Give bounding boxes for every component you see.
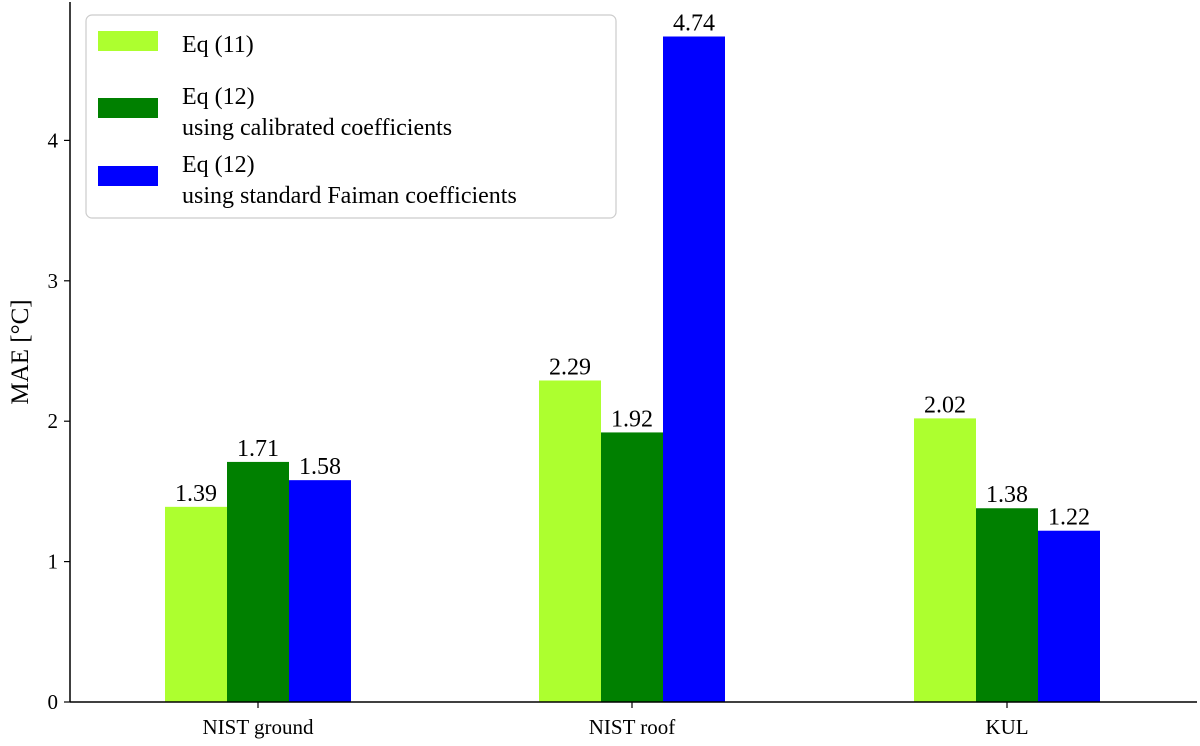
bar-series2-nist-ground xyxy=(227,461,289,702)
x-tick-label: NIST ground xyxy=(202,715,314,739)
bar-series1-nist-roof xyxy=(539,380,601,702)
y-tick-label: 4 xyxy=(48,128,59,152)
data-label: 1.22 xyxy=(1048,505,1090,531)
data-label: 4.74 xyxy=(673,11,715,37)
legend-swatch xyxy=(98,98,158,118)
y-tick-label: 2 xyxy=(48,409,59,433)
bar-series3-nist-ground xyxy=(289,480,351,702)
x-axis: NIST ground NIST roof KUL xyxy=(70,701,1197,739)
bar-series3-kul xyxy=(1038,530,1100,702)
data-label: 1.39 xyxy=(175,481,217,507)
legend-label: Eq (11) xyxy=(182,32,254,58)
data-label: 1.71 xyxy=(237,436,279,462)
x-tick-label: NIST roof xyxy=(589,715,676,739)
bar-series3-nist-roof xyxy=(663,36,725,702)
x-tick-label: KUL xyxy=(985,715,1028,739)
bar-series1-nist-ground xyxy=(165,506,227,702)
y-tick-label: 3 xyxy=(48,269,59,293)
legend: Eq (11) Eq (12) using calibrated coefficie… xyxy=(85,14,617,219)
data-label: 1.92 xyxy=(611,406,653,432)
legend-frame xyxy=(85,14,617,219)
y-tick-label: 1 xyxy=(48,550,59,574)
data-label: 1.38 xyxy=(986,482,1028,508)
legend-label: Eq (12) using calibrated coefficients xyxy=(182,84,452,141)
y-axis: 0 1 2 3 4 xyxy=(48,2,71,714)
bar-series1-kul xyxy=(914,418,976,702)
data-label: 1.58 xyxy=(299,454,341,480)
y-tick-label: 0 xyxy=(48,690,59,714)
data-label: 2.02 xyxy=(924,392,966,418)
legend-label: Eq (12) using standard Faiman coefficient… xyxy=(182,152,517,209)
data-label: 2.29 xyxy=(549,354,591,380)
y-axis-title: MAE [°C] xyxy=(7,299,34,404)
legend-swatch xyxy=(98,166,158,186)
data-labels-layer: 1.39 2.29 2.02 1.71 1.92 1.38 1.58 4.74 1.22 xyxy=(175,11,1090,531)
bars-layer xyxy=(165,36,1100,702)
legend-swatch xyxy=(98,31,158,51)
bar-series2-nist-roof xyxy=(601,432,663,702)
bar-series2-kul xyxy=(976,508,1038,702)
